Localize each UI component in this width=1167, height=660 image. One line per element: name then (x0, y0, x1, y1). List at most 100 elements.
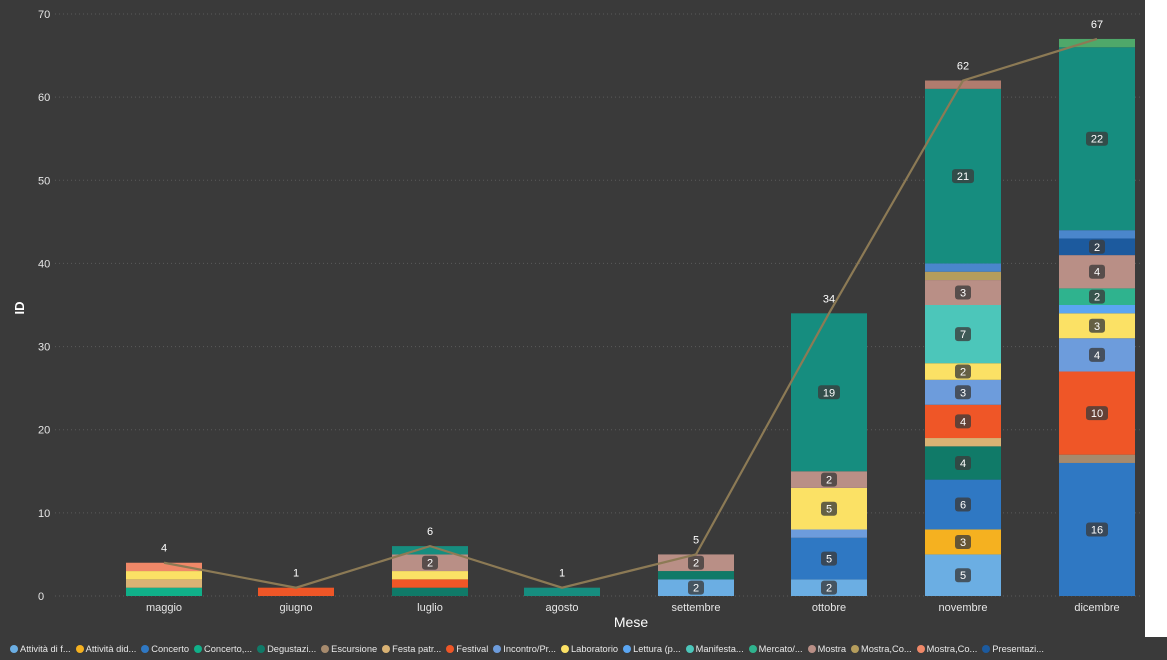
bar-segment[interactable] (1059, 305, 1135, 314)
legend-item[interactable]: Degustazi... (257, 644, 316, 654)
bar-segment[interactable] (126, 562, 202, 572)
legend-item[interactable]: Festa patr... (382, 644, 441, 654)
total-value-label: 67 (1091, 19, 1103, 31)
total-value-label: 1 (293, 568, 299, 580)
segment-value-label: 4 (960, 416, 966, 428)
segment-label-box (1086, 522, 1108, 537)
bar-segment[interactable] (925, 271, 1001, 281)
legend-label: Lettura (p... (633, 643, 681, 654)
x-axis-ticks: maggio giugno luglio agosto settembre ottobre… (146, 602, 1120, 614)
legend-label: Attività did... (85, 643, 137, 654)
legend-swatch (257, 644, 266, 653)
bar-segment[interactable] (258, 587, 334, 596)
legend-swatch (982, 644, 991, 653)
legend-label: Attività di f... (20, 643, 71, 654)
segment-value-label: 21 (957, 171, 969, 183)
legend-item[interactable]: Laboratorio (561, 644, 618, 654)
segment-value-label: 3 (1094, 321, 1100, 333)
legend-swatch (807, 644, 816, 653)
legend-item[interactable]: Festival (446, 644, 488, 654)
bar-segment[interactable] (126, 587, 202, 596)
segment-label-box (821, 501, 837, 516)
legend-item[interactable]: Manifesta... (685, 644, 744, 654)
segment-value-label: 3 (960, 387, 966, 399)
bar-segment[interactable] (1059, 38, 1135, 48)
legend-item[interactable]: Incontro/Pr... (493, 644, 556, 654)
segment-value-label: 5 (826, 504, 832, 516)
segment-label-box (1089, 289, 1105, 304)
segment-value-label: 5 (960, 570, 966, 582)
legend-swatch (623, 644, 632, 653)
segment-value-label: 4 (1094, 350, 1100, 362)
total-value-label: 62 (957, 61, 969, 73)
segment-label-box (955, 327, 971, 342)
legend-item[interactable]: Mostra,Co... (851, 644, 912, 654)
x-tick-label: luglio (417, 602, 443, 614)
segment-label-box (955, 497, 971, 512)
legend-label: Mostra,Co... (861, 643, 912, 654)
legend-item[interactable]: Attività di f... (10, 644, 71, 654)
legend-item[interactable]: Lettura (p... (623, 644, 681, 654)
segment-value-label: 3 (960, 288, 966, 300)
legend-label: Concerto,... (204, 643, 253, 654)
chart-panel: 0 10 20 30 40 50 60 70 2 2 2 2 5 5 2 19 5 3 6 4 4 3 2 7 3 21 16 10… (0, 0, 1145, 637)
segment-label-box (955, 455, 971, 470)
bar-segment[interactable] (126, 579, 202, 588)
x-tick-label: dicembre (1074, 602, 1119, 614)
segment-value-label: 2 (826, 475, 832, 487)
bar-segment[interactable] (524, 587, 600, 596)
bar-segment[interactable] (392, 546, 468, 555)
total-value-label: 1 (559, 568, 565, 580)
segment-label-box (1086, 406, 1108, 421)
legend-item[interactable]: Mostra,Co... (916, 644, 977, 654)
legend-item[interactable]: Attività did... (75, 643, 137, 654)
segment-value-label: 2 (960, 367, 966, 379)
bar-segment[interactable] (791, 529, 867, 538)
legend-swatch (75, 644, 84, 653)
bar-segment[interactable] (925, 263, 1001, 272)
segment-value-label: 3 (960, 537, 966, 549)
y-tick-label: 20 (38, 425, 50, 437)
y-tick-label: 0 (38, 591, 44, 603)
legend-item[interactable]: Mostra (807, 644, 846, 654)
segment-value-label: 6 (960, 500, 966, 512)
legend-label: Concerto (151, 643, 190, 654)
legend-label: Laboratorio (571, 643, 619, 654)
segment-value-label: 19 (823, 387, 835, 399)
bar-segment[interactable] (1059, 454, 1135, 463)
bar-segment[interactable] (392, 579, 468, 588)
segment-label-box (1089, 239, 1105, 254)
segment-value-label: 2 (1094, 242, 1100, 254)
bar-segment[interactable] (925, 438, 1001, 447)
total-value-label: 34 (823, 293, 835, 305)
legend-label: Degustazi... (267, 643, 317, 654)
bar-segment[interactable] (1059, 230, 1135, 239)
x-tick-label: settembre (672, 602, 721, 614)
total-value-label: 6 (427, 526, 433, 538)
bar-segment[interactable] (392, 587, 468, 596)
segment-label-box (688, 555, 704, 570)
bar-segment[interactable] (658, 571, 734, 580)
legend-item[interactable]: Presentazi... (982, 644, 1044, 654)
segment-label-box (1089, 264, 1105, 279)
legend-item[interactable]: Mercato/... (748, 644, 803, 654)
segment-value-label: 2 (693, 558, 699, 570)
legend: Attività di f... Attività did... Concerto C… (0, 637, 1167, 660)
segment-value-label: 7 (960, 329, 966, 341)
bars (126, 38, 1135, 596)
bar-segment[interactable] (925, 80, 1001, 89)
segment-value-label: 5 (826, 554, 832, 566)
y-tick-label: 40 (38, 258, 50, 270)
segment-value-label: 2 (693, 583, 699, 595)
x-tick-label: ottobre (812, 602, 846, 614)
segment-label-box (422, 555, 438, 570)
legend-item[interactable]: Concerto,... (194, 644, 252, 654)
legend-swatch (446, 644, 455, 653)
bar-segment[interactable] (392, 571, 468, 580)
legend-item[interactable]: Concerto (141, 644, 189, 654)
segment-label-box (1089, 347, 1105, 362)
legend-item[interactable]: Escursione (321, 644, 377, 654)
bar-segment[interactable] (126, 571, 202, 580)
y-tick-label: 10 (38, 508, 50, 520)
